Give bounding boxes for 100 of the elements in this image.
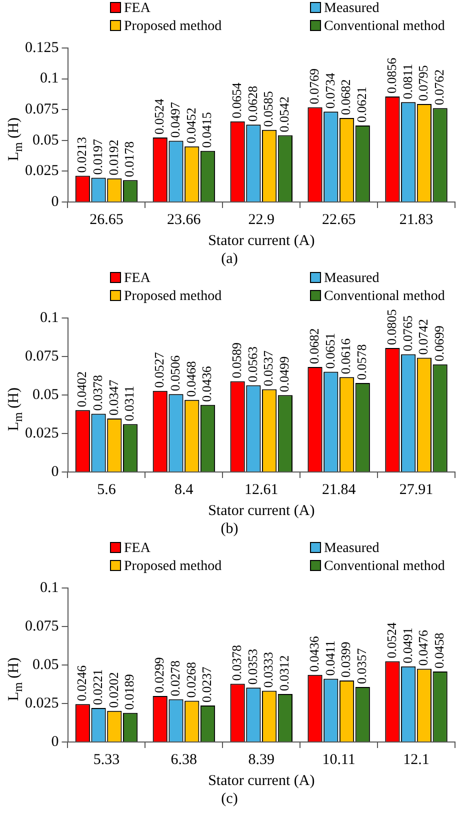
data-label: 0.0197 xyxy=(90,138,105,175)
y-tick-label: 0.125 xyxy=(25,40,59,56)
y-tick-label: 0.05 xyxy=(32,656,59,673)
legend-label: Proposed method xyxy=(123,288,223,306)
data-label: 0.0499 xyxy=(276,356,292,392)
x-tick-label: 21.84 xyxy=(322,482,356,498)
data-label: 0.0476 xyxy=(416,629,431,666)
data-label: 0.0221 xyxy=(90,669,105,705)
data-label: 0.0621 xyxy=(354,86,370,122)
x-tick-label: 8.4 xyxy=(174,482,194,498)
y-tick-label: 0.025 xyxy=(25,425,59,442)
data-label: 0.0312 xyxy=(276,655,292,691)
legend-label: Measured xyxy=(323,540,380,558)
data-label: 0.0628 xyxy=(244,86,260,122)
data-label: 0.0357 xyxy=(354,648,370,684)
data-label: 0.0189 xyxy=(122,674,137,710)
x-tick-label: 5.6 xyxy=(97,482,116,498)
data-label: 0.0765 xyxy=(400,315,415,352)
data-label: 0.0734 xyxy=(322,72,338,109)
data-label: 0.0299 xyxy=(152,657,167,693)
y-tick-label: 0 xyxy=(51,194,59,210)
legend-label: FEA xyxy=(123,270,152,288)
data-label: 0.0578 xyxy=(354,344,370,380)
data-label: 0.0506 xyxy=(167,354,182,392)
x-axis-title: Stator current (A) xyxy=(208,502,315,519)
x-tick-label: 22.65 xyxy=(322,212,356,228)
x-axis-title: Stator current (A) xyxy=(208,772,315,789)
y-tick-label: 0 xyxy=(51,464,59,480)
data-label: 0.0468 xyxy=(183,361,198,397)
x-tick-label: 8.39 xyxy=(248,752,274,768)
text: (b) xyxy=(220,520,240,538)
legend-label: Measured xyxy=(323,270,380,288)
x-tick-label: 27.91 xyxy=(399,482,434,498)
data-label: 0.0856 xyxy=(384,57,399,94)
x-tick-label: 12.1 xyxy=(403,752,430,768)
data-label: 0.0651 xyxy=(322,332,338,369)
text: (a) xyxy=(220,250,239,268)
data-label: 0.0452 xyxy=(183,108,198,144)
legend-label: Conventional method xyxy=(323,558,446,576)
x-axis-title: Stator current (A) xyxy=(208,232,315,249)
data-label: 0.0497 xyxy=(167,102,182,138)
legend-label: Proposed method xyxy=(123,558,223,576)
x-tick-label: 21.83 xyxy=(399,212,434,228)
x-tick-label: 10.11 xyxy=(322,752,356,768)
data-label: 0.0589 xyxy=(228,342,244,378)
legend-label: FEA xyxy=(123,0,152,18)
x-tick-label: 22.9 xyxy=(248,212,274,228)
y-tick-label: 0.05 xyxy=(32,386,59,403)
legend-label: Conventional method xyxy=(323,18,446,36)
data-label: 0.0333 xyxy=(260,652,276,688)
data-label: 0.0795 xyxy=(416,65,431,102)
data-label: 0.0762 xyxy=(432,69,447,106)
data-label: 0.0192 xyxy=(106,140,121,176)
text: (c) xyxy=(220,790,239,808)
data-label: 0.0402 xyxy=(74,371,90,408)
y-tick-label: 0.075 xyxy=(25,348,59,364)
data-label: 0.0699 xyxy=(432,326,447,362)
y-tick-label: 0.1 xyxy=(40,70,59,87)
legend-label: Proposed method xyxy=(123,18,223,36)
data-label: 0.0178 xyxy=(122,141,137,178)
data-label: 0.0378 xyxy=(228,645,244,681)
y-tick-label: 0.025 xyxy=(25,163,59,180)
y-tick-label: 0 xyxy=(51,734,59,750)
y-tick-label: 0.1 xyxy=(40,580,59,596)
y-tick-label: 0.075 xyxy=(25,618,59,634)
y-tick-label: 0.075 xyxy=(25,102,59,118)
data-label: 0.0537 xyxy=(260,350,276,386)
y-tick-label: 0.1 xyxy=(40,310,59,326)
data-label: 0.0491 xyxy=(400,628,415,664)
y-tick-label: 0.025 xyxy=(25,695,59,712)
data-label: 0.0399 xyxy=(338,642,354,678)
data-label: 0.0742 xyxy=(416,318,431,355)
x-tick-label: 23.66 xyxy=(167,212,202,228)
legend-label: Measured xyxy=(323,0,380,18)
data-label: 0.0202 xyxy=(106,672,121,708)
data-label: 0.0769 xyxy=(306,68,322,104)
data-label: 0.0311 xyxy=(122,386,137,422)
data-label: 0.0524 xyxy=(152,98,167,134)
x-tick-label: 26.65 xyxy=(90,212,124,228)
data-label: 0.0805 xyxy=(384,309,399,346)
data-label: 0.0542 xyxy=(276,96,292,132)
data-label: 0.0654 xyxy=(228,82,244,118)
data-label: 0.0458 xyxy=(432,632,447,668)
data-label: 0.0353 xyxy=(244,648,260,685)
data-label: 0.0436 xyxy=(306,636,322,672)
y-tick-label: 0.05 xyxy=(32,132,59,148)
data-label: 0.0415 xyxy=(199,112,214,148)
x-tick-label: 6.38 xyxy=(170,752,198,768)
data-label: 0.0585 xyxy=(260,91,276,127)
data-label: 0.0436 xyxy=(199,366,214,402)
data-label: 0.0682 xyxy=(338,79,354,115)
x-tick-label: 5.33 xyxy=(93,752,120,768)
data-label: 0.0268 xyxy=(183,662,198,698)
x-tick-label: 12.61 xyxy=(244,482,278,498)
data-label: 0.0213 xyxy=(74,137,90,173)
legend-label: FEA xyxy=(123,540,152,558)
data-label: 0.0616 xyxy=(338,338,354,374)
data-label: 0.0411 xyxy=(322,640,338,676)
data-label: 0.0378 xyxy=(90,375,105,411)
data-label: 0.0347 xyxy=(106,379,121,416)
